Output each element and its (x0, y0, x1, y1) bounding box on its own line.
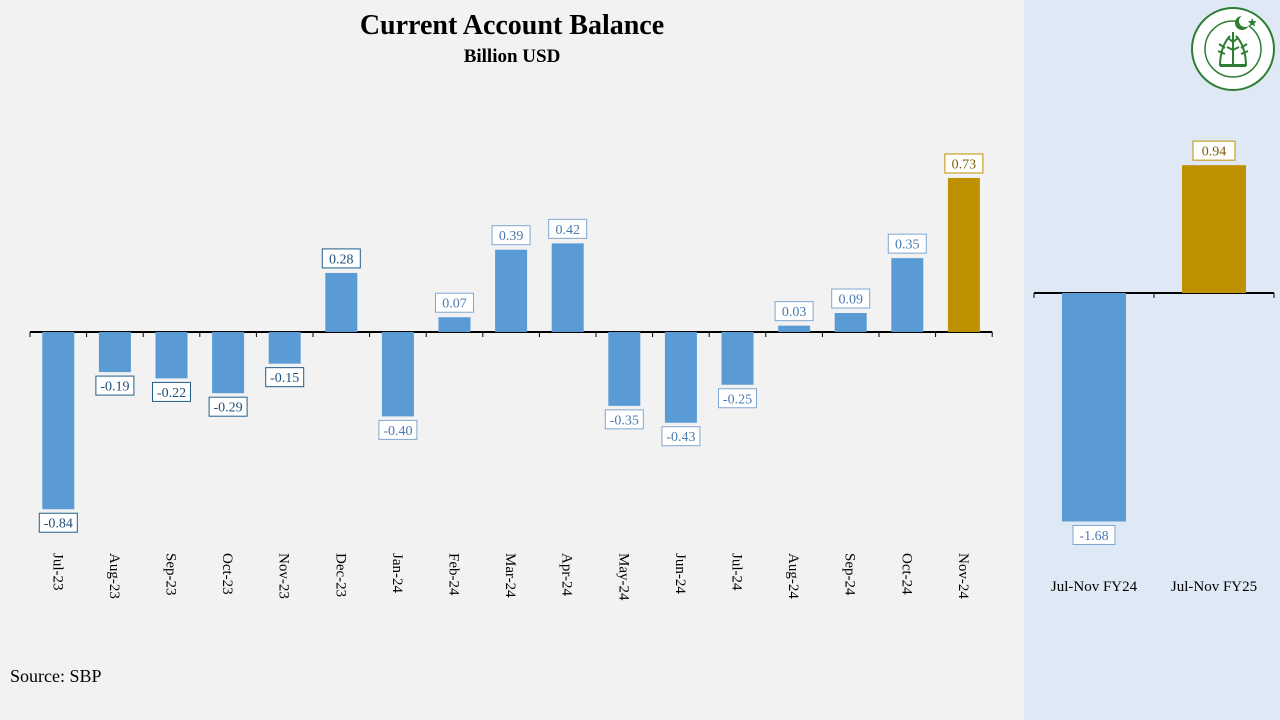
tick-label: Jul-24 (729, 553, 745, 591)
bar-Feb-24 (438, 317, 471, 332)
data-label-box (887, 233, 927, 254)
bar-Nov-24 (947, 177, 980, 332)
data-label-box (321, 248, 361, 269)
data-label: 0.07 (442, 297, 467, 312)
data-label: -0.35 (610, 413, 639, 428)
data-label: 0.73 (952, 157, 977, 172)
data-label-box (152, 381, 191, 402)
chart-subtitle: Billion USD (463, 46, 561, 67)
data-label: 0.35 (895, 238, 920, 253)
data-label-box (208, 396, 248, 417)
bar-Aug-24 (778, 325, 811, 332)
tick-label: Jul-Nov FY24 (1051, 579, 1138, 595)
tick-label: Jul-23 (49, 553, 65, 591)
data-label-box (718, 388, 757, 409)
data-label-box (1192, 140, 1236, 161)
bar-Aug-23 (98, 332, 131, 373)
data-label-box (774, 301, 814, 322)
tick-label: Apr-24 (559, 553, 575, 597)
data-label: -0.25 (723, 392, 752, 407)
data-label: 0.28 (329, 252, 354, 267)
data-label-box (1072, 524, 1116, 545)
data-label: -0.43 (666, 430, 695, 445)
tick-label: May-24 (615, 553, 631, 601)
bar-Sep-24 (834, 313, 867, 332)
cumulative-bar-chart: -1.68 Jul-Nov FY24 0.94 Jul-Nov FY25 (1033, 140, 1275, 595)
data-label: -1.68 (1079, 529, 1108, 544)
tick-label: Nov-24 (955, 553, 971, 599)
chart-title: Current Account Balance (359, 10, 665, 41)
sbp-logo-icon (1191, 7, 1275, 91)
bar-Jul-23 (42, 332, 75, 510)
data-label: -0.40 (383, 424, 412, 439)
monthly-bar-chart: -0.84 Jul-23 -0.19 Aug-23 -0.22 Sep-23 -0.29 Oc… (29, 153, 993, 601)
data-label-box (378, 419, 418, 440)
tick-label: Oct-23 (219, 553, 235, 595)
tick-label: Feb-24 (446, 553, 462, 596)
bar-Jul-Nov FY25 (1182, 165, 1246, 293)
data-label: 0.03 (782, 305, 807, 320)
tick-label: Mar-24 (502, 553, 518, 598)
data-label: 0.09 (838, 293, 863, 308)
bar-May-24 (608, 332, 641, 406)
data-label-box (435, 292, 474, 313)
tick-label: Sep-24 (842, 553, 858, 596)
data-label: -0.19 (100, 380, 129, 395)
data-label: -0.22 (157, 386, 186, 401)
data-label-box (944, 153, 984, 174)
data-label-box (95, 375, 135, 396)
tick-label: Aug-24 (785, 553, 801, 599)
bar-Jul-24 (721, 332, 754, 385)
data-label-box (491, 225, 531, 246)
data-label: -0.29 (214, 401, 243, 416)
bar-Mar-24 (495, 249, 528, 332)
source-note: Source: SBP (10, 666, 102, 686)
bar-Dec-23 (325, 272, 358, 332)
data-label-box (38, 512, 78, 533)
bar-Sep-23 (155, 332, 188, 379)
tick-label: Oct-24 (898, 553, 914, 595)
data-label: 0.94 (1202, 145, 1227, 160)
bar-Oct-23 (212, 332, 245, 394)
tick-label: Nov-23 (276, 553, 292, 599)
data-label-box (831, 288, 871, 309)
tick-label: Dec-23 (332, 553, 348, 597)
data-label-box (661, 426, 701, 447)
tick-label: Jan-24 (389, 553, 405, 593)
bar-Nov-23 (268, 332, 301, 364)
bar-Apr-24 (551, 243, 584, 332)
bar-Oct-24 (891, 258, 924, 332)
bar-Jun-24 (664, 332, 697, 423)
data-label-box (265, 367, 305, 388)
data-label-box (604, 409, 644, 430)
data-label: 0.42 (555, 223, 580, 238)
tick-label: Sep-23 (163, 553, 179, 596)
data-label: 0.39 (499, 229, 524, 244)
tick-label: Aug-23 (106, 553, 122, 599)
data-label: -0.15 (270, 371, 299, 386)
data-label-box (548, 218, 588, 239)
bar-Jul-Nov FY24 (1062, 293, 1126, 522)
data-label: -0.84 (44, 517, 73, 532)
bar-Jan-24 (381, 332, 414, 417)
tick-label: Jun-24 (672, 553, 688, 594)
tick-label: Jul-Nov FY25 (1171, 579, 1257, 595)
